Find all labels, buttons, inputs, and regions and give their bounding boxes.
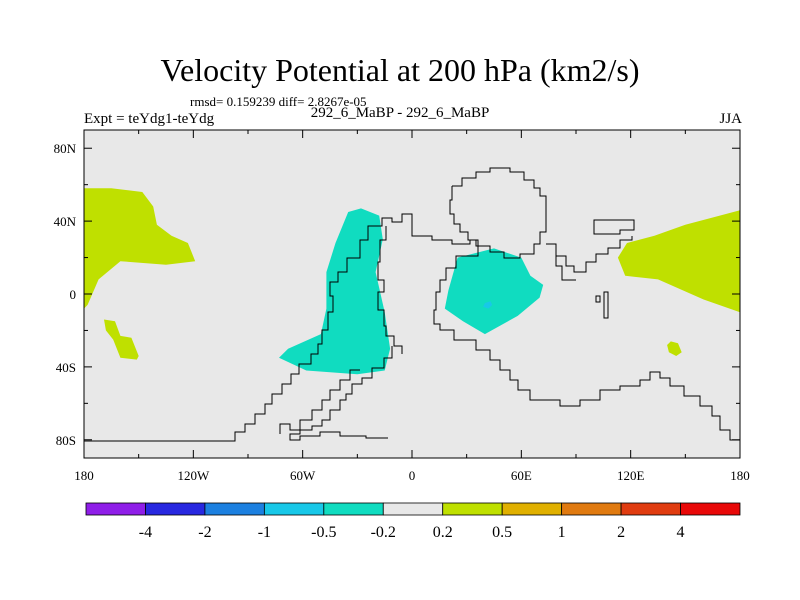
- x-tick-label: 180: [74, 468, 94, 483]
- x-tick-label: 60W: [290, 468, 316, 483]
- region-positive-pacific-south: [104, 319, 139, 360]
- experiment-label: Expt = teYdg1-teYdg: [84, 111, 215, 127]
- colorbar-label: 0.5: [492, 524, 512, 541]
- colorbar-swatch: [382, 502, 444, 516]
- colorbar-label: -1: [258, 524, 271, 541]
- region-positive-pacific-north: [84, 188, 196, 309]
- colorbar-label: -0.5: [311, 524, 336, 541]
- colorbar-swatch: [204, 502, 265, 516]
- colorbar-label: 1: [558, 524, 566, 541]
- region-positive-asia-pacific: [617, 210, 740, 313]
- colorbar-label: 0.2: [433, 524, 453, 541]
- coastline-inner-south-america: [279, 369, 360, 434]
- colorbar-swatch: [501, 502, 563, 516]
- region-negative-core-indian: [483, 301, 493, 309]
- x-tick-label: 0: [409, 468, 416, 483]
- region-positive-small-south-pacific: [667, 341, 682, 356]
- colorbar-swatch: [680, 502, 741, 516]
- coastline-small-island: [595, 291, 609, 319]
- region-negative-africa-indian: [444, 248, 544, 335]
- colorbar-swatch: [85, 502, 146, 516]
- coastline-asia-island: [593, 219, 635, 235]
- colorbar-swatch: [620, 502, 681, 516]
- chart-title: Velocity Potential at 200 hPa (km2/s): [160, 52, 640, 88]
- y-tick-label: 0: [70, 287, 77, 302]
- x-tick-label: 120E: [617, 468, 645, 483]
- season-label: JJA: [719, 111, 742, 127]
- y-tick-label: 80S: [56, 433, 76, 448]
- colorbar-label: -4: [139, 524, 152, 541]
- coastline-south-america-east: [377, 226, 403, 354]
- colorbar-swatch: [145, 502, 206, 516]
- colorbar-swatch: [323, 502, 384, 516]
- colorbar-swatch: [263, 502, 325, 516]
- coastline-asia: [546, 236, 633, 273]
- y-tick-label: 40S: [56, 360, 76, 375]
- colorbar-swatch: [442, 502, 503, 516]
- coastline-south-america: [84, 213, 740, 442]
- x-tick-label: 120W: [177, 468, 210, 483]
- x-tick-label: 180: [730, 468, 750, 483]
- colorbar-label: 2: [617, 524, 625, 541]
- y-tick-label: 80N: [54, 141, 77, 156]
- y-tick-label: 40N: [54, 214, 77, 229]
- coastline-polar-ring: [449, 167, 547, 259]
- colorbar-swatch: [561, 502, 622, 516]
- region-negative-south-america-atlantic: [279, 208, 391, 375]
- rmsd-diff-stats: rmsd= 0.159239 diff= 2.8267e-05: [190, 94, 367, 109]
- colorbar-label: 4: [677, 524, 685, 541]
- coastline-patagonia: [289, 346, 393, 441]
- case-names: 292_6_MaBP - 292_6_MaBP: [310, 105, 490, 121]
- colorbar-label: -0.2: [371, 524, 396, 541]
- colorbar-label: -2: [198, 524, 211, 541]
- x-tick-label: 60E: [511, 468, 532, 483]
- plot-background: [84, 130, 740, 458]
- coastline-india: [555, 244, 576, 281]
